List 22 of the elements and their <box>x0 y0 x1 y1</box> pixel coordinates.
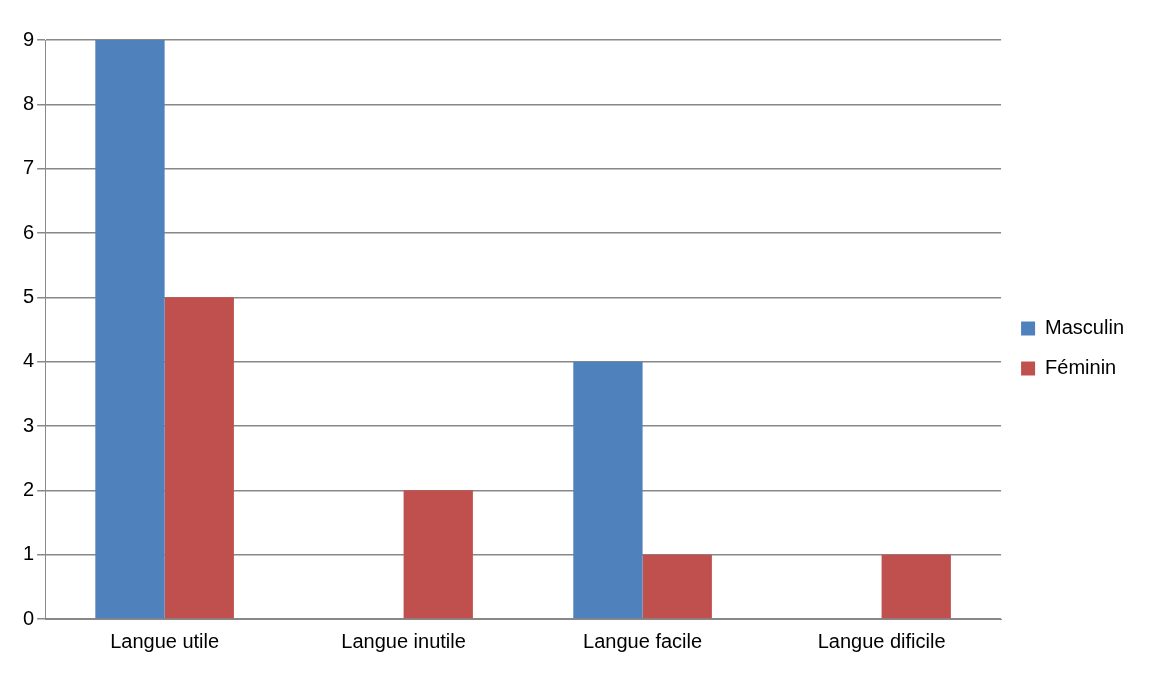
legend-label: Féminin <box>1045 356 1117 379</box>
bar <box>573 361 643 619</box>
y-tick-label: 2 <box>23 477 35 500</box>
bar <box>881 554 951 619</box>
y-tick-label: 0 <box>23 606 35 629</box>
legend-label: Masculin <box>1045 316 1125 339</box>
y-tick-label: 5 <box>23 284 35 307</box>
x-tick-label: Langue inutile <box>341 629 466 652</box>
y-tick-label: 1 <box>23 542 35 565</box>
bar <box>164 297 234 619</box>
bar <box>95 40 165 619</box>
x-tick-label: Langue dificile <box>817 629 946 652</box>
y-tick-label: 6 <box>23 220 35 243</box>
y-tick-label: 4 <box>23 349 35 372</box>
x-tick-label: Langue facile <box>583 629 703 652</box>
x-tick-label: Langue utile <box>110 629 220 652</box>
y-tick-label: 7 <box>23 156 35 179</box>
bar <box>403 490 473 619</box>
y-tick-label: 3 <box>23 413 35 436</box>
bar <box>642 554 712 619</box>
y-tick-label: 8 <box>23 91 35 114</box>
y-tick-label: 9 <box>23 27 35 50</box>
